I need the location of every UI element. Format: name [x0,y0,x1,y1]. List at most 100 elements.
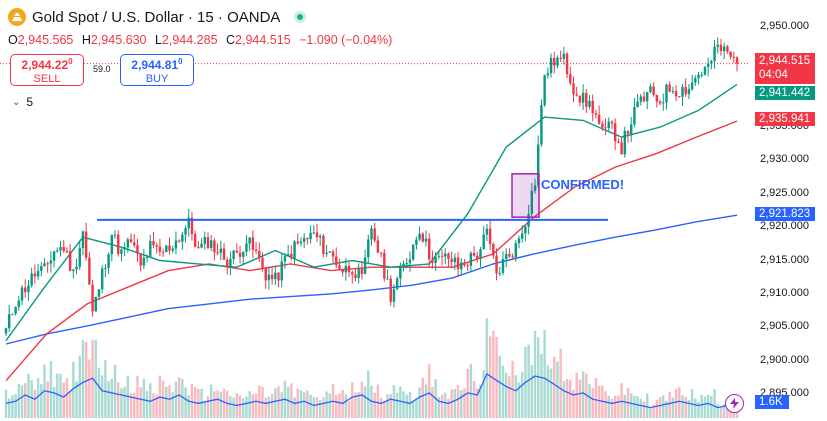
candle [421,232,425,243]
volume-bar [190,383,194,418]
volume-bar [33,389,37,418]
candle [469,251,473,273]
candle [65,247,69,254]
market-open-status-icon[interactable] [294,11,307,23]
volume-bar [575,372,578,418]
candle [97,289,101,301]
volume-bar [347,401,351,418]
volume-bar [431,387,434,418]
candle [181,231,184,250]
volume-bar [120,388,123,418]
volume-bar [152,393,155,418]
volume-bar [4,389,8,418]
volume-bar [405,394,408,418]
volume-bar [591,387,594,418]
close-label: C [226,33,236,47]
candle [7,305,11,332]
volume-bar [469,363,473,418]
volume-bar [562,381,566,418]
volume-bar [209,384,213,418]
candle [610,120,614,130]
volume-tag: 1.6K [755,395,789,409]
volume-bar [36,378,40,418]
volume-bar [649,406,652,418]
candle [726,44,729,54]
sell-button[interactable]: 2,944.220 SELL [10,54,84,86]
candle [120,248,123,262]
volume-bar [713,389,716,418]
candlesticks [4,37,739,336]
candle [488,219,492,251]
candle [312,225,316,235]
candle [354,268,357,282]
volume-bar [290,383,293,418]
candle [556,55,559,69]
low-value: 2,944.285 [161,33,218,47]
price-tick-label: 2,930.000 [760,153,809,166]
moving-average-fast-line [5,83,738,342]
indicators-toggle[interactable]: ⌄ 5 [12,95,33,109]
candle [177,239,181,243]
candle [431,250,434,269]
price-tick-label: 2,950.000 [760,20,809,32]
candle [520,225,524,243]
candle [700,71,703,78]
volume-bar [456,385,460,418]
candle [674,85,678,101]
candle [578,95,582,107]
volume-bars [4,318,739,418]
candle [171,245,174,254]
breakout-highlight-box[interactable] [511,173,540,218]
candle [81,230,85,256]
candle [335,247,338,269]
volume-bar [556,361,559,418]
confirmed-annotation[interactable]: CONFIRMED! [541,177,625,192]
candle [424,230,428,247]
candle [36,264,40,280]
candle [617,137,620,144]
buy-label: BUY [145,73,169,85]
candle [504,248,508,268]
moving-average-mid-line [5,120,738,382]
volume-bar [697,401,700,418]
candle [495,248,498,281]
candle [72,269,75,279]
volume-bar [238,395,242,418]
candle [258,242,261,262]
candle [126,237,130,253]
candle [553,51,556,74]
indicator-count: 5 [26,95,34,109]
candle [161,248,165,258]
volume-bar [322,397,325,418]
buy-price: 2,944.810 [131,57,183,72]
volume-bar [184,387,187,418]
candle [710,59,713,70]
buy-button[interactable]: 2,944.810 BUY [120,54,194,86]
candle [158,238,162,257]
candle [88,251,91,285]
candle [309,225,312,244]
volume-bar [72,361,75,418]
volume-bar [171,392,174,418]
candle [613,118,617,151]
candle [485,223,489,241]
candle [524,224,527,242]
volume-bar [444,392,447,418]
candle [56,247,59,253]
candle [363,249,367,275]
volume-bar [335,395,338,418]
volume-bar [549,368,553,418]
volume-bar [399,386,402,418]
volume-bar [453,388,457,418]
lightning-alert-icon[interactable] [725,394,744,413]
volume-bar [463,388,466,418]
volume-bar [274,388,277,418]
candle [479,246,482,268]
volume-bar [402,391,405,418]
candle [152,232,155,249]
volume-bar [94,339,97,418]
chart-title[interactable]: Gold Spot / U.S. Dollar · 15 · OANDA [32,8,281,26]
candle [338,258,341,271]
candle [20,285,24,306]
